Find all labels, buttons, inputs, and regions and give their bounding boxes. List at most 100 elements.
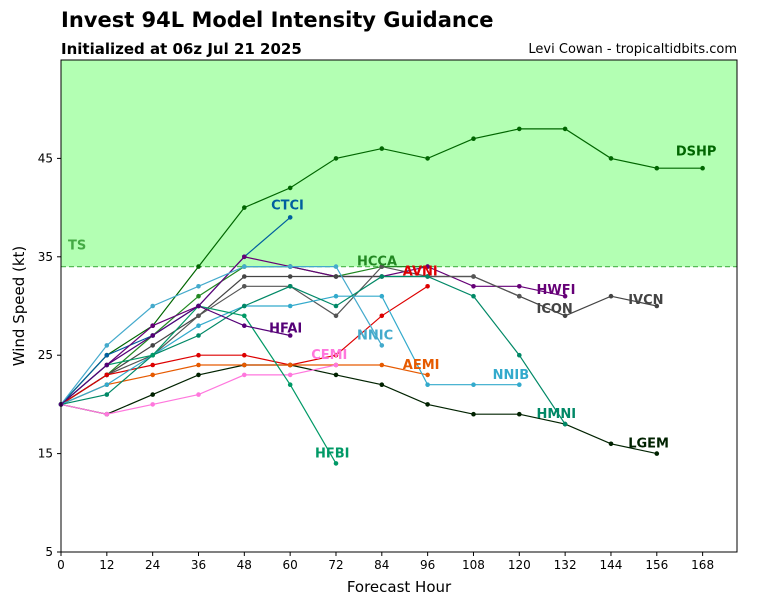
model-label-hcca: HCCA xyxy=(357,255,397,270)
x-tick-label: 132 xyxy=(554,558,577,572)
data-point xyxy=(196,362,201,368)
data-point xyxy=(242,352,247,358)
data-point xyxy=(196,264,201,269)
data-point xyxy=(333,293,339,299)
model-label-dshp: DSHP xyxy=(676,144,717,159)
model-label-avni: AVNI xyxy=(403,265,438,280)
model-label-icon: ICON xyxy=(537,302,573,317)
data-point xyxy=(196,284,201,289)
data-point xyxy=(379,313,385,319)
model-label-nnib: NNIB xyxy=(493,368,530,383)
plot-frame xyxy=(60,59,738,553)
x-tick-label: 144 xyxy=(600,558,623,572)
chart-subtitle: Initialized at 06z Jul 21 2025 xyxy=(61,40,302,58)
data-point xyxy=(517,293,522,299)
chart-credit: Levi Cowan - tropicaltidbits.com xyxy=(528,42,737,57)
data-point xyxy=(608,156,614,161)
axis-layer: 0 12 24 36 48 60 72 84 96 108 120 132 144 156 168 5 15 25… xyxy=(38,151,714,572)
data-point xyxy=(517,126,522,132)
data-point xyxy=(150,362,155,368)
data-point xyxy=(333,362,339,368)
data-point xyxy=(242,372,247,378)
data-point xyxy=(242,313,247,319)
data-point xyxy=(379,274,385,279)
data-point xyxy=(150,352,155,358)
series-line-hwfi xyxy=(60,256,566,405)
model-label-ivcn: IVCN xyxy=(628,293,663,308)
data-point xyxy=(287,303,293,309)
series-hfai xyxy=(58,303,293,407)
data-point xyxy=(196,372,201,378)
x-tick-label: 72 xyxy=(328,558,343,572)
model-label-aemi: AEMI xyxy=(403,358,440,373)
model-label-hmni: HMNI xyxy=(537,407,577,422)
model-label-nnic: NNIC xyxy=(357,329,393,344)
tropical-storm-label: TS xyxy=(68,239,86,254)
data-point xyxy=(287,382,293,388)
data-point xyxy=(196,313,201,319)
model-label-cemi: CEMI xyxy=(311,348,347,363)
data-point xyxy=(104,343,110,348)
series-hmni xyxy=(58,274,568,427)
data-point xyxy=(654,303,660,309)
y-tick-label: 15 xyxy=(38,447,53,461)
data-point xyxy=(287,333,293,338)
series-line-ivcn xyxy=(60,275,657,405)
chart-title: Invest 94L Model Intensity Guidance xyxy=(61,8,494,32)
series-hwfi xyxy=(58,254,568,407)
data-point xyxy=(150,372,155,378)
x-tick-label: 168 xyxy=(691,558,714,572)
x-tick-label: 156 xyxy=(645,558,668,572)
data-point xyxy=(196,293,201,299)
data-point xyxy=(287,185,293,191)
data-point xyxy=(562,313,568,319)
data-point xyxy=(333,264,339,269)
series-aemi xyxy=(58,362,430,407)
data-point xyxy=(333,274,339,279)
data-point xyxy=(104,372,110,378)
series-layer xyxy=(58,126,705,466)
x-tick-label: 36 xyxy=(191,558,206,572)
data-point xyxy=(517,411,522,417)
data-point xyxy=(150,333,155,338)
model-label-hfbi: HFBI xyxy=(315,447,350,462)
data-point xyxy=(425,264,430,269)
data-point xyxy=(242,323,247,329)
data-point xyxy=(150,303,155,309)
data-point xyxy=(562,421,568,427)
data-point xyxy=(562,293,568,299)
data-point xyxy=(333,461,339,466)
data-point xyxy=(150,402,155,407)
model-label-hwfi: HWFI xyxy=(537,283,576,298)
data-point xyxy=(150,323,155,329)
data-point xyxy=(242,362,247,368)
data-point xyxy=(608,441,614,447)
data-point xyxy=(242,264,247,269)
data-point xyxy=(425,274,430,279)
data-point xyxy=(425,372,430,378)
data-point xyxy=(196,392,201,397)
data-point xyxy=(104,382,110,388)
data-point xyxy=(333,313,339,319)
tropical-storm-zone xyxy=(61,60,737,267)
data-point xyxy=(287,362,293,368)
data-point xyxy=(517,382,522,388)
data-point xyxy=(333,352,339,358)
data-point xyxy=(333,372,339,378)
x-tick-label: 48 xyxy=(237,558,252,572)
data-point xyxy=(471,293,476,299)
data-point xyxy=(562,126,568,132)
y-tick-label: 45 xyxy=(38,151,53,165)
data-point xyxy=(379,146,385,151)
data-point xyxy=(196,303,201,309)
y-tick-label: 35 xyxy=(38,250,53,264)
data-point xyxy=(379,362,385,368)
series-line-lgem xyxy=(60,364,657,455)
data-point xyxy=(425,382,430,388)
data-point xyxy=(196,333,201,338)
x-tick-label: 60 xyxy=(283,558,298,572)
data-point xyxy=(608,293,614,299)
data-point xyxy=(196,323,201,329)
data-point xyxy=(471,411,476,417)
